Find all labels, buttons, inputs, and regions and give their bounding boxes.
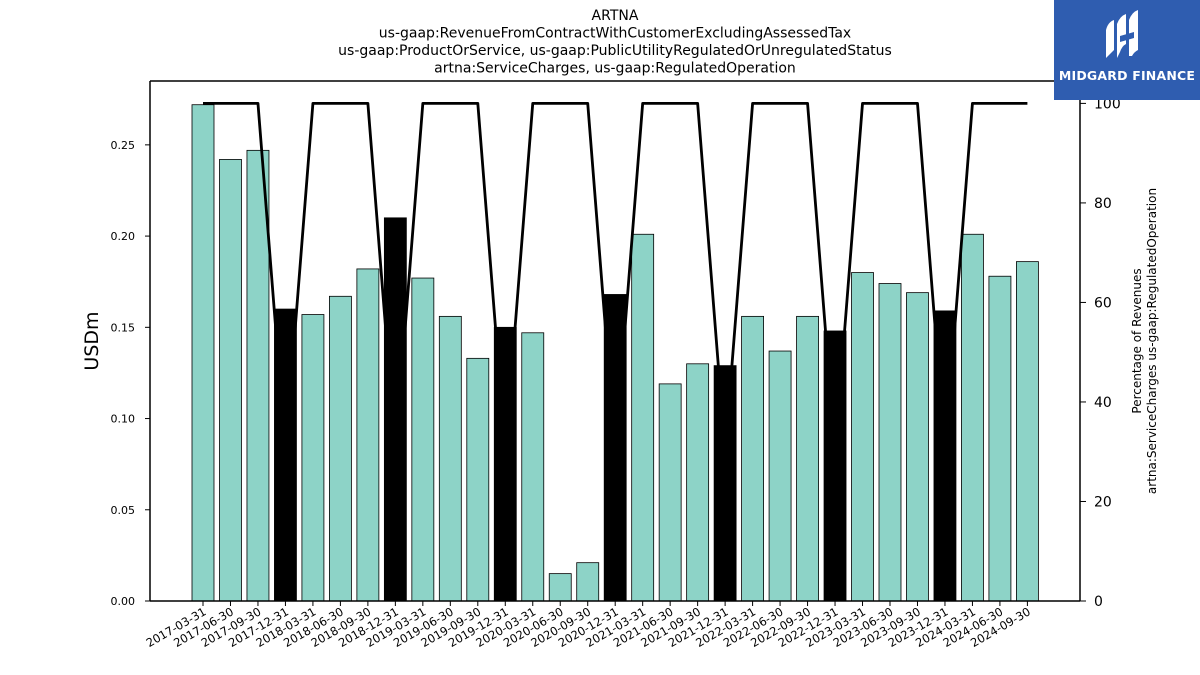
chart-title-line: artna:ServiceCharges, us-gaap:RegulatedO… — [434, 61, 796, 77]
bar — [851, 272, 874, 602]
bar — [219, 159, 242, 602]
y-tick-label: 0.00 — [111, 595, 136, 608]
y2-axis-label-line: Percentage of Revenues — [1130, 268, 1144, 413]
bar — [1016, 261, 1039, 602]
bar — [658, 383, 682, 602]
chart-title-line: us-gaap:ProductOrService, us-gaap:Public… — [338, 43, 892, 59]
y2-tick-label: 0 — [1094, 594, 1103, 610]
bar — [548, 573, 572, 602]
bar — [741, 315, 764, 602]
y-tick-label: 0.10 — [111, 413, 136, 426]
bar — [191, 104, 215, 602]
y-axis-ticks: 0.00 0.05 0.10 0.15 0.20 0.25 — [111, 139, 150, 608]
bar — [768, 350, 792, 602]
midgard-logo-icon — [1106, 10, 1138, 58]
bar — [576, 562, 600, 602]
bar — [328, 295, 352, 602]
bar — [878, 283, 902, 602]
percentage-line — [203, 101, 1028, 454]
bar-series — [191, 104, 1039, 602]
y-tick-label: 0.20 — [111, 230, 136, 243]
y-axis-label: USDm — [81, 311, 103, 370]
y-tick-label: 0.15 — [111, 321, 136, 334]
bar — [301, 314, 325, 602]
bar — [906, 292, 929, 602]
bar — [383, 217, 407, 602]
chart-title-line: us-gaap:RevenueFromContractWithCustomerE… — [379, 26, 851, 42]
bar — [356, 268, 380, 602]
y2-tick-label: 80 — [1094, 196, 1112, 212]
bar — [713, 365, 737, 602]
y2-tick-label: 40 — [1094, 395, 1112, 411]
y-tick-label: 0.25 — [111, 139, 136, 152]
bar — [521, 332, 545, 602]
bar — [961, 233, 984, 602]
bar — [411, 277, 435, 602]
axis-labels: USDm Percentage of Revenues artna:ServiceC… — [81, 188, 1159, 494]
logo-text: MIDGARD FINANCE — [1058, 68, 1196, 83]
bar — [438, 315, 462, 602]
percentage-line-series — [203, 101, 1028, 454]
bar — [988, 275, 1012, 602]
chart-title: ARTNA us-gaap:RevenueFromContractWithCust… — [338, 8, 892, 77]
brand-logo: MIDGARD FINANCE — [1054, 0, 1200, 100]
y2-axis-label-line: artna:ServiceCharges us-gaap:RegulatedOp… — [1145, 188, 1159, 494]
y2-tick-label: 20 — [1094, 494, 1112, 510]
y-tick-label: 0.05 — [111, 504, 136, 517]
bar — [686, 363, 710, 602]
y2-axis-ticks: 0 20 40 60 80 100 — [1080, 96, 1121, 610]
x-axis-ticks: 2017-03-312017-06-302017-09-302017-12-31… — [144, 601, 1033, 650]
y2-tick-label: 60 — [1094, 295, 1112, 311]
bar — [631, 233, 655, 602]
bar — [466, 357, 490, 602]
y2-tick-label: 100 — [1094, 96, 1121, 112]
bar — [796, 315, 819, 602]
chart-title-line: ARTNA — [592, 8, 639, 24]
